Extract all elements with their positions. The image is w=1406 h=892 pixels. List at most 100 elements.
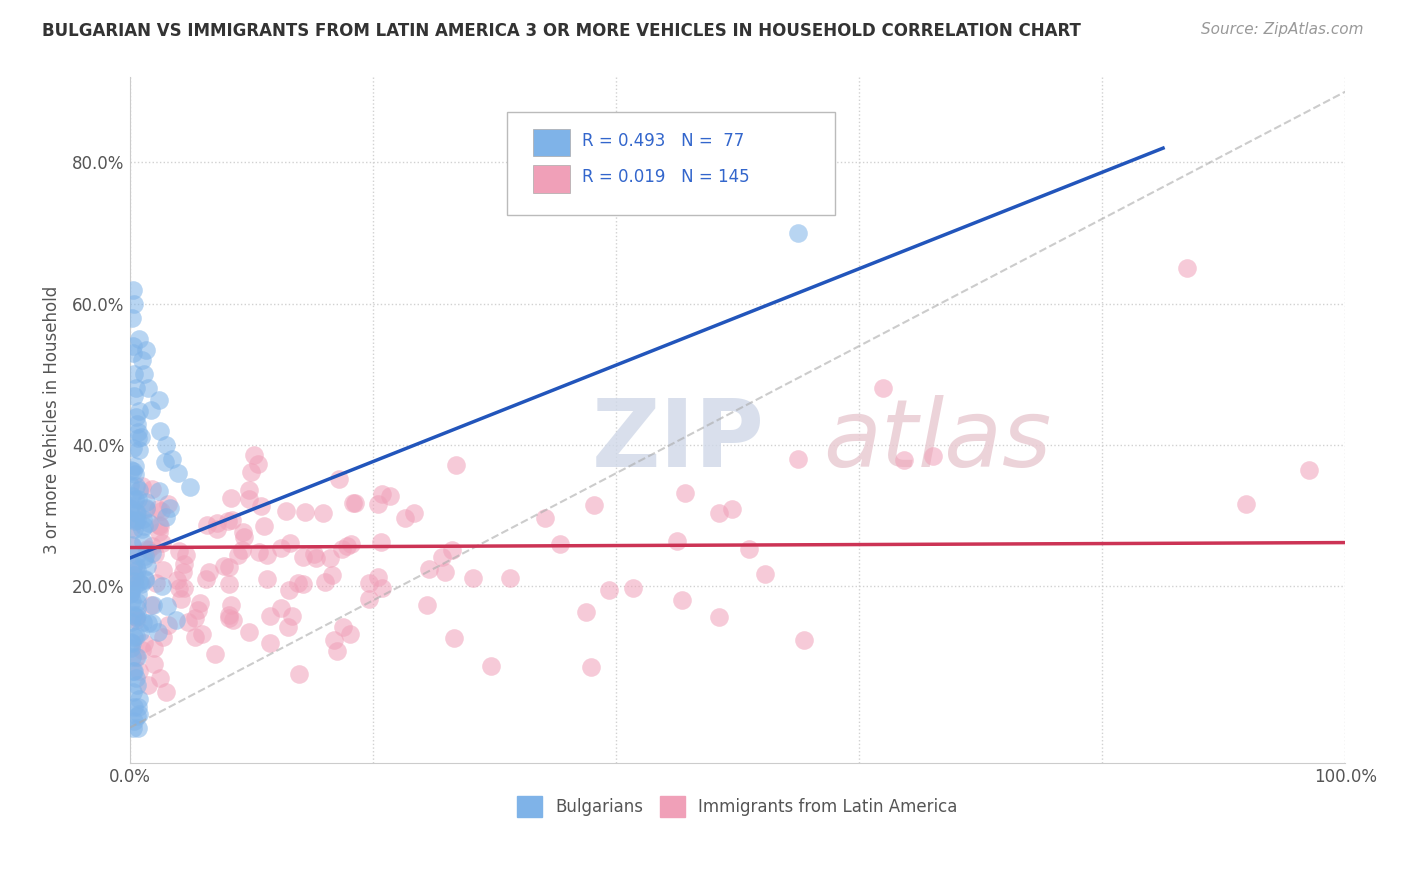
- Point: [330, 541, 353, 556]
- Point: [218, 560, 240, 574]
- Point: [135, 502, 157, 516]
- Point: [444, 458, 467, 472]
- Point: [709, 610, 731, 624]
- Point: [128, 692, 150, 706]
- Point: [132, 512, 155, 526]
- Point: [122, 665, 145, 679]
- Point: [122, 607, 145, 622]
- Point: [167, 582, 190, 596]
- Point: [259, 608, 281, 623]
- Point: [787, 226, 810, 240]
- Point: [534, 510, 557, 524]
- Point: [167, 467, 190, 481]
- Point: [134, 368, 156, 382]
- Point: [124, 467, 146, 482]
- Point: [122, 630, 145, 644]
- Point: [124, 368, 146, 382]
- Point: [278, 583, 301, 598]
- Point: [128, 483, 150, 497]
- Point: [129, 624, 152, 639]
- Point: [443, 631, 465, 645]
- Point: [170, 592, 193, 607]
- Point: [302, 547, 325, 561]
- Point: [141, 615, 163, 630]
- Point: [125, 609, 148, 624]
- Point: [120, 521, 142, 535]
- Point: [125, 559, 148, 574]
- Point: [226, 548, 249, 562]
- Point: [122, 574, 145, 589]
- Point: [250, 499, 273, 513]
- Point: [359, 591, 381, 606]
- Point: [259, 636, 281, 650]
- Point: [121, 464, 143, 478]
- Point: [155, 685, 177, 699]
- Point: [165, 613, 187, 627]
- Point: [274, 503, 297, 517]
- Point: [152, 563, 174, 577]
- Point: [155, 510, 177, 524]
- Point: [219, 491, 242, 506]
- Point: [127, 431, 149, 445]
- Point: [121, 636, 143, 650]
- Point: [321, 568, 343, 582]
- Point: [128, 404, 150, 418]
- Point: [121, 574, 143, 589]
- Point: [145, 576, 167, 591]
- Point: [122, 523, 145, 537]
- Text: R = 0.019   N = 145: R = 0.019 N = 145: [582, 168, 749, 186]
- Point: [141, 482, 163, 496]
- Point: [167, 543, 190, 558]
- Point: [120, 478, 142, 492]
- Point: [665, 534, 688, 549]
- Point: [136, 559, 159, 574]
- Legend: Bulgarians, Immigrants from Latin America: Bulgarians, Immigrants from Latin Americ…: [510, 789, 965, 823]
- Point: [128, 706, 150, 721]
- Point: [188, 596, 211, 610]
- Point: [121, 538, 143, 552]
- Point: [174, 548, 197, 562]
- Point: [125, 506, 148, 520]
- Point: [432, 550, 454, 565]
- Point: [125, 417, 148, 431]
- Point: [238, 483, 260, 497]
- Point: [323, 632, 346, 647]
- Point: [132, 551, 155, 566]
- Point: [461, 571, 484, 585]
- Point: [166, 573, 188, 587]
- Point: [325, 643, 347, 657]
- Point: [583, 498, 606, 512]
- Point: [737, 542, 759, 557]
- Point: [122, 283, 145, 297]
- Point: [479, 659, 502, 673]
- Point: [138, 516, 160, 530]
- Point: [243, 448, 266, 462]
- Point: [128, 443, 150, 458]
- Point: [124, 714, 146, 728]
- Point: [177, 615, 200, 629]
- Point: [120, 463, 142, 477]
- Point: [332, 620, 354, 634]
- Point: [183, 630, 205, 644]
- Point: [120, 615, 142, 629]
- Text: ZIP: ZIP: [592, 395, 765, 487]
- Point: [129, 577, 152, 591]
- Point: [312, 506, 335, 520]
- Point: [131, 479, 153, 493]
- Point: [370, 534, 392, 549]
- Point: [217, 514, 239, 528]
- Point: [128, 665, 150, 679]
- Point: [195, 518, 218, 533]
- Point: [134, 636, 156, 650]
- Point: [149, 504, 172, 518]
- Point: [135, 495, 157, 509]
- Point: [121, 310, 143, 325]
- Point: [127, 607, 149, 622]
- Point: [305, 551, 328, 566]
- Point: [707, 506, 730, 520]
- Point: [131, 534, 153, 549]
- Point: [125, 549, 148, 563]
- Point: [270, 541, 292, 556]
- Point: [291, 577, 314, 591]
- Point: [148, 517, 170, 532]
